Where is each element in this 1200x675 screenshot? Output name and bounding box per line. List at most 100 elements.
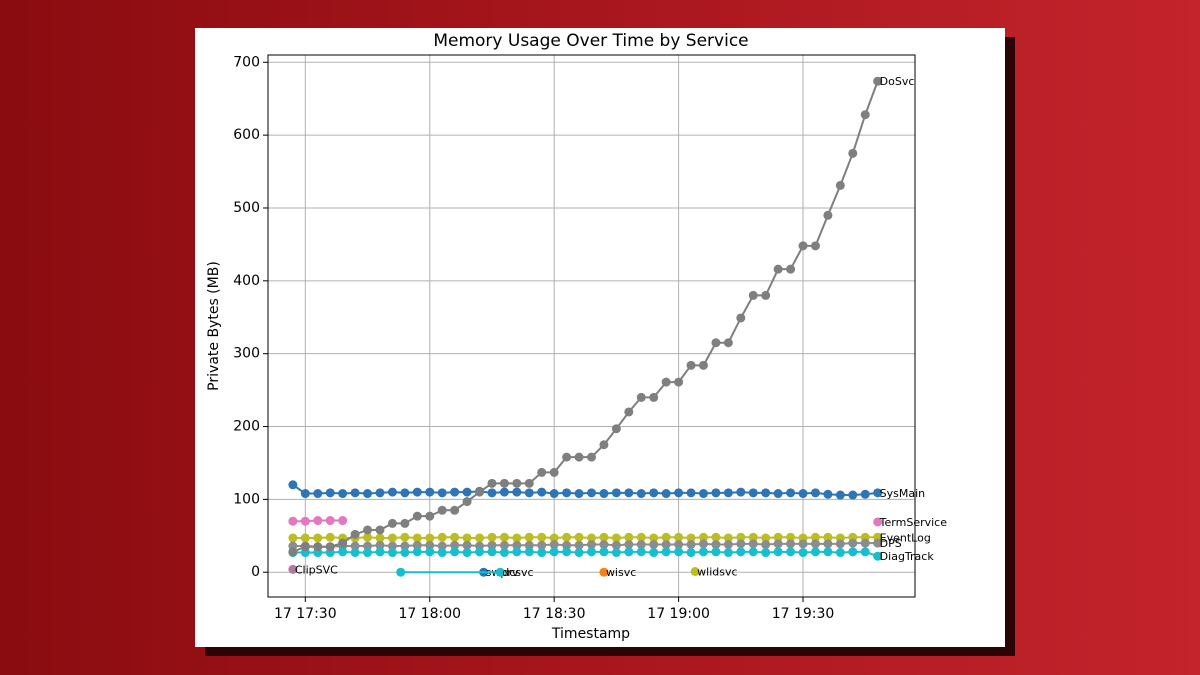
- data-point: [661, 489, 671, 499]
- data-point: [437, 488, 447, 498]
- data-point: [636, 392, 646, 402]
- x-tick-label: 17 18:00: [398, 606, 461, 622]
- data-point: [848, 148, 858, 158]
- data-point: [512, 533, 522, 543]
- data-point: [400, 541, 410, 551]
- data-point: [773, 539, 783, 549]
- data-point: [599, 540, 609, 550]
- data-point: [773, 547, 783, 557]
- data-point: [711, 532, 721, 542]
- data-point: [674, 377, 684, 387]
- data-point: [736, 487, 746, 497]
- data-point: [549, 533, 559, 543]
- data-point: [300, 489, 310, 499]
- data-point: [611, 548, 621, 558]
- data-point: [686, 360, 696, 370]
- data-point: [412, 540, 422, 550]
- data-point: [549, 547, 559, 557]
- data-point: [499, 487, 509, 497]
- data-point: [860, 110, 870, 120]
- data-point: [873, 76, 883, 86]
- data-point: [624, 540, 634, 550]
- data-point: [690, 567, 700, 577]
- data-point: [512, 478, 522, 488]
- data-point: [674, 547, 684, 557]
- data-point: [325, 516, 335, 526]
- data-point: [835, 539, 845, 549]
- x-tick-label: 17 18:30: [523, 606, 586, 622]
- data-point: [786, 264, 796, 274]
- data-point: [425, 511, 435, 521]
- data-point: [835, 180, 845, 190]
- data-point: [611, 533, 621, 543]
- data-point: [698, 532, 708, 542]
- data-point: [350, 548, 360, 558]
- y-tick-label: 300: [233, 346, 260, 362]
- data-point: [748, 532, 758, 542]
- data-point: [350, 529, 360, 539]
- data-point: [611, 540, 621, 550]
- y-tick-label: 500: [233, 200, 260, 216]
- data-point: [450, 487, 460, 497]
- data-point: [611, 488, 621, 498]
- data-point: [624, 547, 634, 557]
- data-point: [786, 532, 796, 542]
- data-point: [313, 542, 323, 552]
- y-tick-label: 600: [233, 127, 260, 143]
- data-point: [549, 540, 559, 550]
- data-point: [786, 488, 796, 498]
- series-label: wlidsvc: [697, 566, 737, 579]
- x-tick-label: 17 17:30: [274, 606, 337, 622]
- data-point: [698, 489, 708, 499]
- data-point: [773, 264, 783, 274]
- data-point: [562, 532, 572, 542]
- data-point: [649, 540, 659, 550]
- x-tick-label: 17 19:00: [647, 606, 710, 622]
- data-point: [873, 517, 883, 527]
- data-point: [649, 392, 659, 402]
- data-point: [649, 548, 659, 558]
- data-point: [338, 516, 348, 526]
- data-point: [524, 540, 534, 550]
- data-point: [487, 532, 497, 542]
- series-label: TermService: [879, 516, 948, 529]
- x-axis-label: Timestamp: [551, 626, 630, 642]
- data-point: [387, 533, 397, 543]
- data-point: [487, 547, 497, 557]
- series: EventLog: [288, 531, 931, 544]
- data-point: [711, 338, 721, 348]
- data-point: [624, 488, 634, 498]
- data-point: [761, 290, 771, 300]
- data-point: [723, 488, 733, 498]
- data-point: [537, 540, 547, 550]
- data-point: [537, 548, 547, 558]
- data-point: [524, 488, 534, 498]
- data-point: [325, 532, 335, 542]
- data-point: [425, 487, 435, 497]
- data-point: [375, 540, 385, 550]
- data-point: [587, 547, 596, 557]
- series-label: DiagTrack: [880, 550, 935, 563]
- data-point: [537, 467, 547, 477]
- data-point: [338, 547, 348, 557]
- data-point: [848, 547, 858, 557]
- data-point: [599, 489, 609, 499]
- data-point: [562, 452, 572, 462]
- data-point: [736, 539, 746, 549]
- data-point: [761, 540, 771, 550]
- data-point: [338, 538, 348, 548]
- series-line: [293, 521, 878, 522]
- data-point: [425, 533, 435, 543]
- data-point: [736, 532, 746, 542]
- plot-frame: [267, 54, 916, 598]
- data-point: [674, 532, 684, 542]
- data-point: [860, 547, 870, 557]
- data-point: [325, 488, 335, 498]
- y-tick-label: 200: [233, 419, 260, 435]
- series: DoSvc: [288, 75, 914, 557]
- data-point: [587, 488, 596, 498]
- data-point: [412, 487, 422, 497]
- data-point: [674, 540, 684, 550]
- data-point: [288, 516, 298, 526]
